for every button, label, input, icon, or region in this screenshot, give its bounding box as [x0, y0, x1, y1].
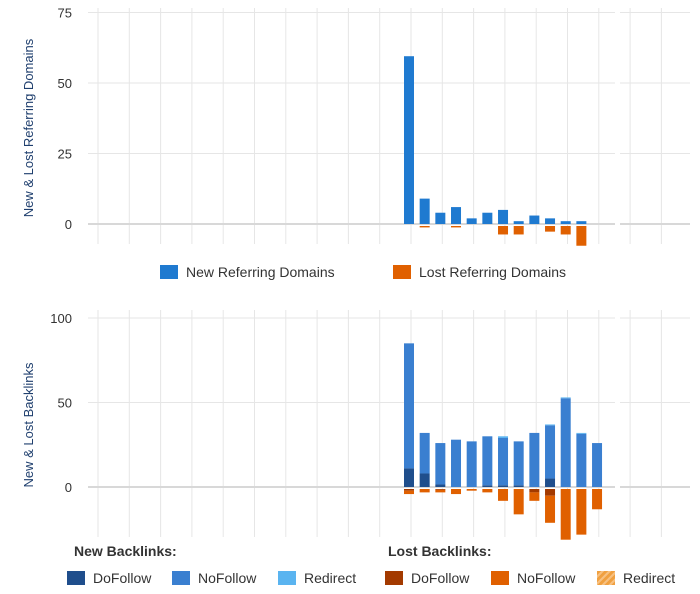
- legend-label: NoFollow: [198, 570, 257, 586]
- bar-nofollow: [529, 492, 540, 501]
- bar-dofollow: [529, 489, 540, 493]
- legend-label: DoFollow: [93, 570, 152, 586]
- y-tick-label: 50: [58, 76, 72, 91]
- legend-new-nofollow[interactable]: NoFollow: [172, 570, 256, 586]
- bar-new-referring-domains: [451, 207, 462, 224]
- bar-nofollow: [545, 425, 556, 479]
- bar-new-referring-domains: [435, 212, 446, 224]
- bar-lost-referring-domains: [576, 226, 587, 246]
- bar-dofollow: [545, 478, 556, 487]
- bar-redirect: [560, 397, 571, 399]
- legend-swatch: [278, 571, 296, 585]
- y-tick-label: 50: [58, 396, 72, 411]
- legend-new-redirect[interactable]: Redirect: [278, 570, 356, 586]
- legend-swatch: [393, 265, 411, 279]
- axis-break: [615, 310, 620, 537]
- bar-nofollow: [404, 490, 414, 495]
- bar-nofollow: [513, 489, 524, 515]
- bar-nofollow: [466, 489, 477, 491]
- legend-lost-dofollow[interactable]: DoFollow: [385, 570, 469, 586]
- bar-lost-referring-domains: [560, 226, 571, 235]
- legend-swatch: [491, 571, 509, 585]
- y-tick-label: 75: [58, 6, 72, 21]
- bar-dofollow: [404, 468, 414, 487]
- bar-nofollow: [576, 489, 587, 535]
- legend-label: New Referring Domains: [186, 264, 335, 280]
- bar-new-referring-domains: [513, 221, 524, 224]
- bar-nofollow: [560, 489, 571, 540]
- bar-dofollow: [482, 485, 493, 487]
- bar-redirect: [545, 424, 556, 426]
- legend-swatch: [172, 571, 190, 585]
- legend-label: Redirect: [623, 570, 676, 586]
- bar-new-referring-domains: [498, 209, 509, 224]
- bar-new-referring-domains: [545, 218, 556, 224]
- bar-new-referring-domains: [576, 221, 587, 224]
- bar-nofollow: [482, 489, 493, 493]
- legend-heading-new: New Backlinks:: [74, 543, 177, 559]
- bar-dofollow: [419, 473, 430, 487]
- bar-nofollow: [466, 441, 477, 487]
- bar-nofollow: [419, 432, 430, 474]
- bar-nofollow: [498, 437, 509, 486]
- bar-new-referring-domains: [529, 215, 540, 224]
- bar-nofollow: [451, 439, 462, 487]
- bar-nofollow: [419, 489, 430, 493]
- legend-label: NoFollow: [517, 570, 576, 586]
- bar-nofollow: [451, 489, 462, 495]
- legend-swatch: [385, 571, 403, 585]
- axis-break: [615, 8, 620, 244]
- bar-nofollow: [513, 441, 524, 486]
- bar-nofollow: [404, 343, 414, 469]
- bar-dofollow: [513, 485, 524, 487]
- legend-new-dofollow[interactable]: DoFollow: [67, 570, 151, 586]
- legend-swatch: [160, 265, 178, 279]
- bar-nofollow: [529, 432, 540, 487]
- bar-new-referring-domains: [419, 198, 430, 224]
- y-axis-title: New & Lost Backlinks: [21, 362, 36, 487]
- bar-lost-referring-domains: [545, 226, 556, 232]
- bar-lost-referring-domains: [451, 226, 462, 228]
- bar-dofollow: [404, 489, 414, 491]
- legend-lost-referring-domains[interactable]: Lost Referring Domains: [393, 264, 566, 280]
- bar-dofollow: [435, 489, 446, 490]
- y-tick-label: 0: [65, 217, 72, 232]
- bar-nofollow: [592, 443, 603, 487]
- bar-nofollow: [435, 443, 446, 485]
- bar-new-referring-domains: [560, 221, 571, 224]
- legend-swatch: [67, 571, 85, 585]
- legend-swatch: [597, 571, 615, 585]
- legend-lost-nofollow[interactable]: NoFollow: [491, 570, 575, 586]
- y-axis-title: New & Lost Referring Domains: [21, 38, 36, 217]
- legend-lost-redirect[interactable]: Redirect: [597, 570, 675, 586]
- bar-nofollow: [498, 489, 509, 501]
- bar-nofollow: [576, 433, 587, 487]
- legend-label: DoFollow: [411, 570, 470, 586]
- y-tick-label: 0: [65, 480, 72, 495]
- bar-nofollow: [435, 489, 446, 493]
- bar-redirect: [576, 432, 587, 434]
- legend-new-referring-domains[interactable]: New Referring Domains: [160, 264, 335, 280]
- bar-lost-referring-domains: [419, 226, 430, 228]
- bar-dofollow: [545, 489, 556, 496]
- bar-nofollow: [560, 398, 571, 487]
- bar-dofollow: [498, 485, 509, 487]
- bar-nofollow: [545, 495, 556, 523]
- bar-new-referring-domains: [482, 212, 493, 224]
- bar-lost-referring-domains: [513, 226, 524, 235]
- bar-dofollow: [435, 484, 446, 487]
- bar-nofollow: [482, 436, 493, 486]
- bar-new-referring-domains: [404, 56, 414, 225]
- legend-heading-lost: Lost Backlinks:: [388, 543, 492, 559]
- y-tick-label: 25: [58, 147, 72, 162]
- bar-nofollow: [592, 489, 603, 510]
- bar-new-referring-domains: [466, 218, 477, 224]
- legend-label: Redirect: [304, 570, 357, 586]
- bar-lost-referring-domains: [498, 226, 509, 235]
- y-tick-label: 100: [50, 311, 72, 326]
- legend-label: Lost Referring Domains: [419, 264, 567, 280]
- bar-redirect: [498, 436, 509, 438]
